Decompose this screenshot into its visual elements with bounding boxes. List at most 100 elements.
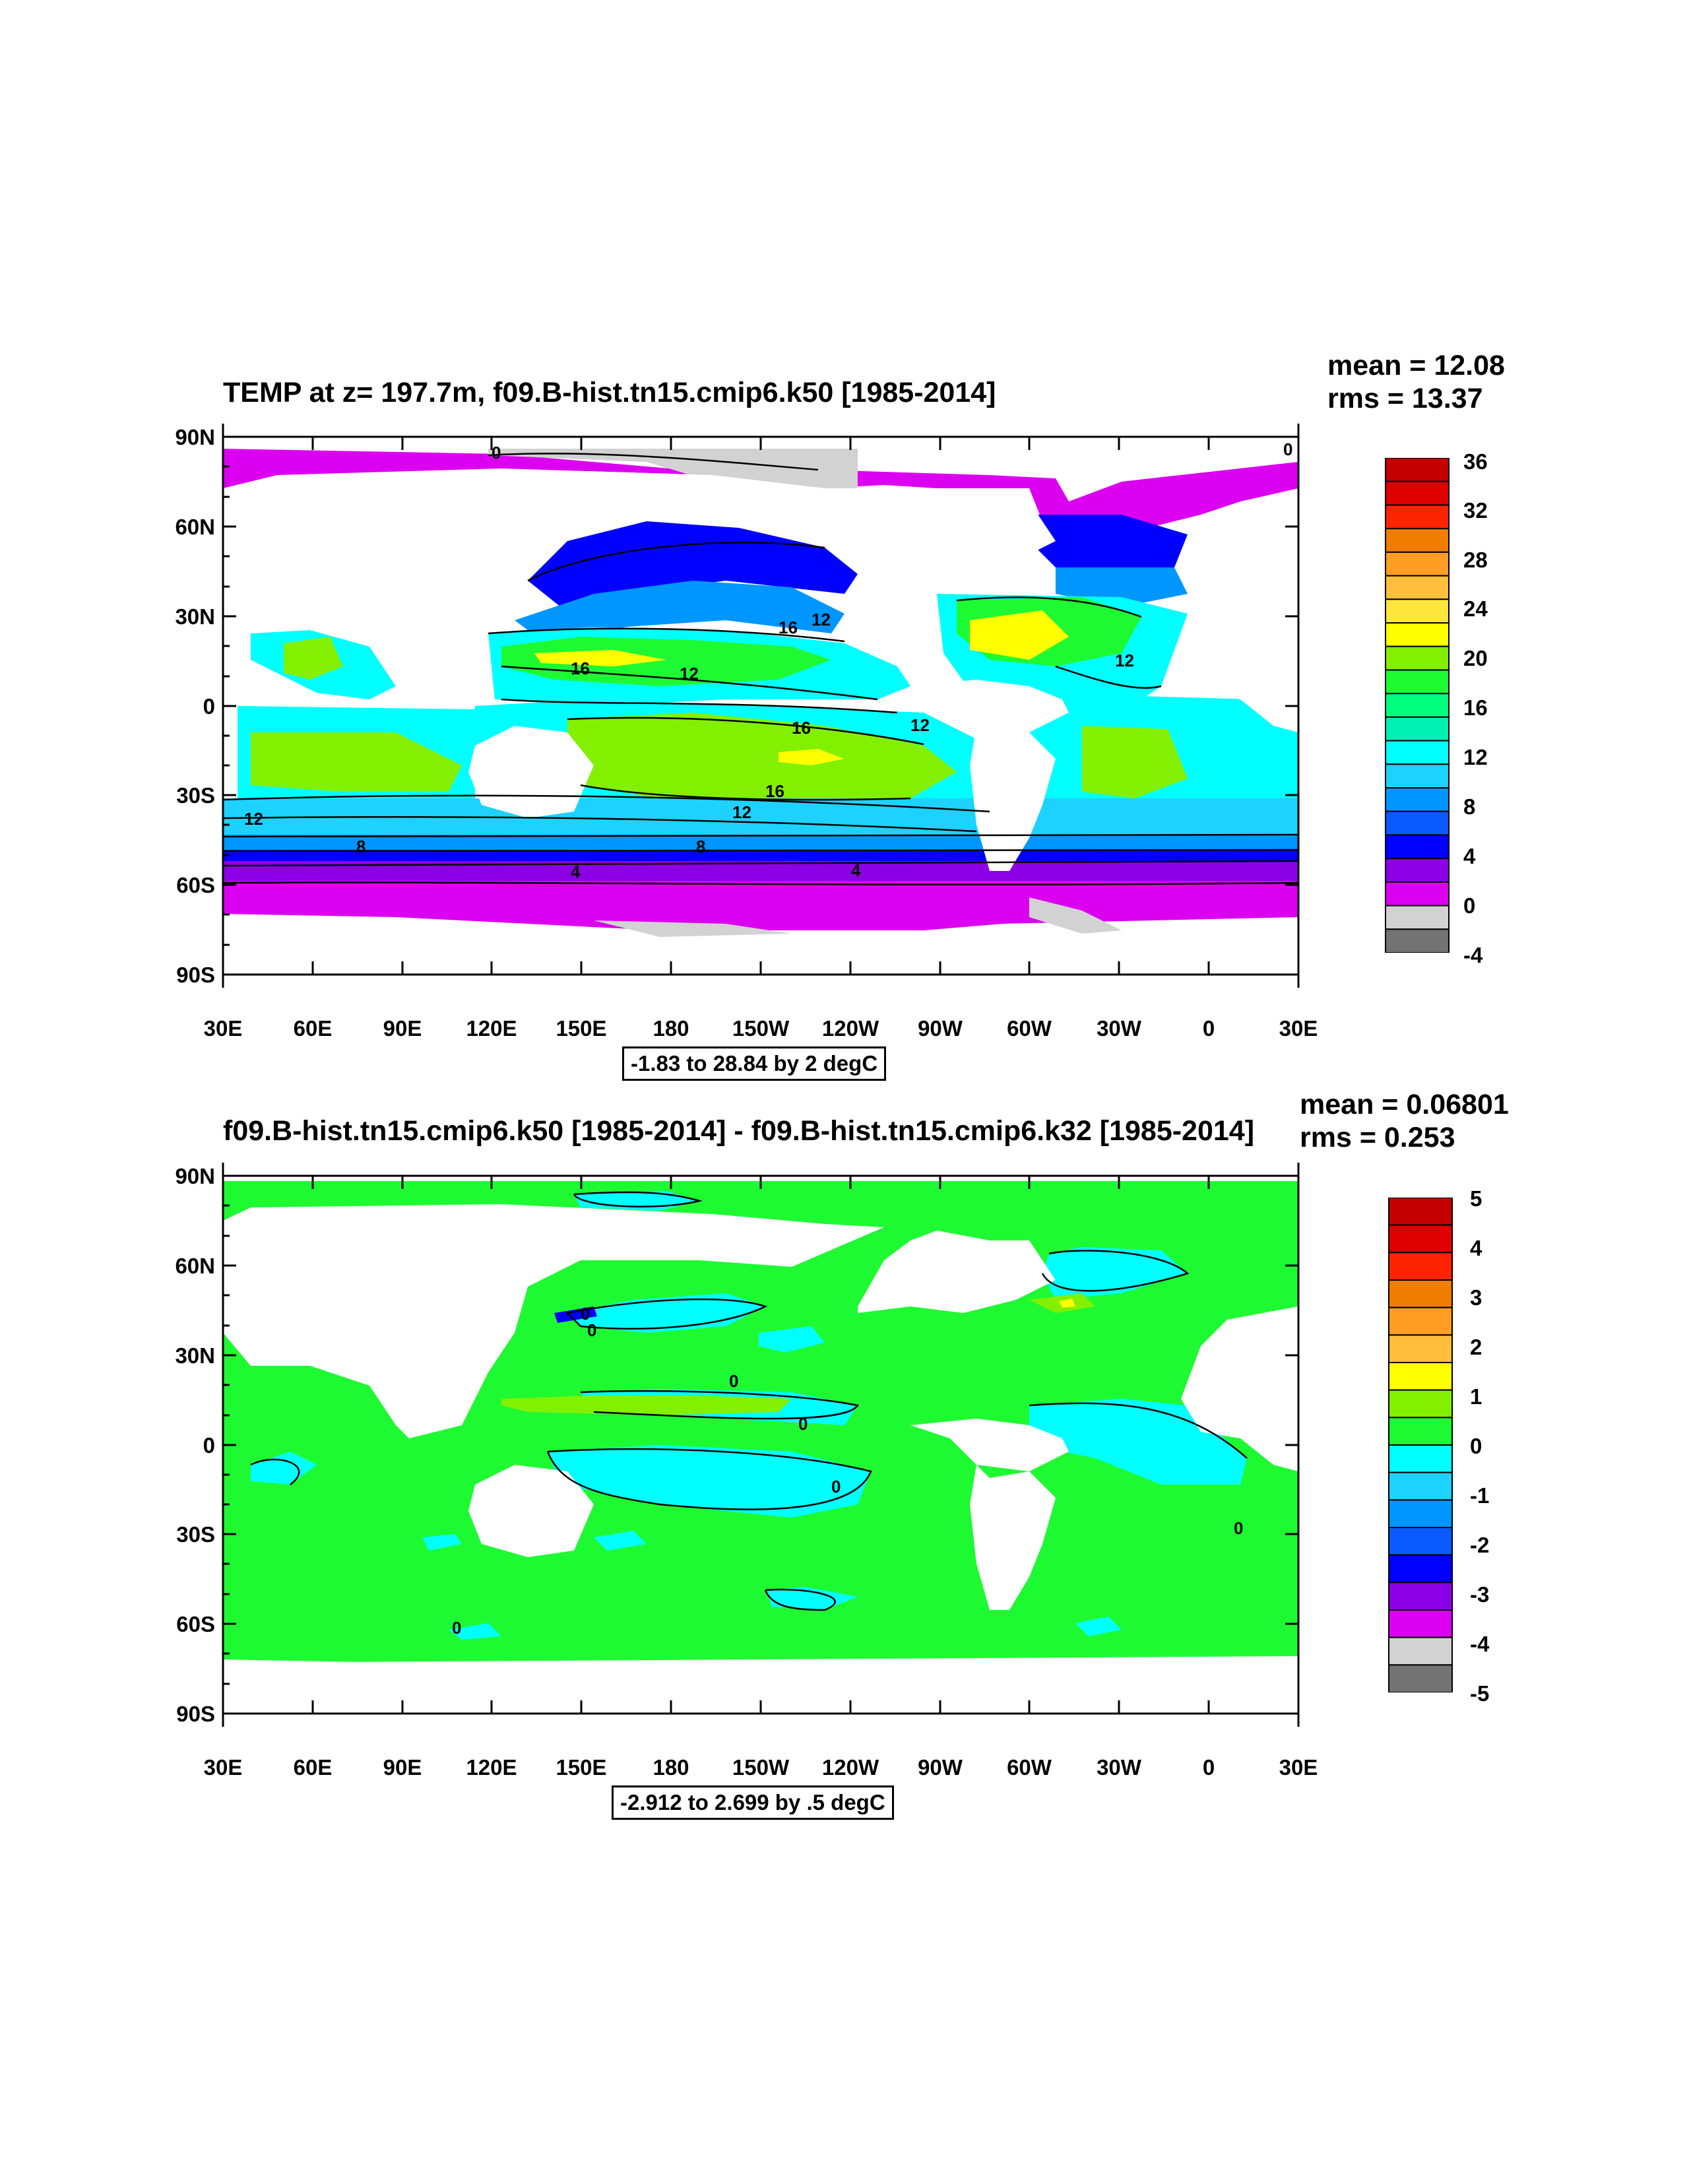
colorbar-label: 20 <box>1463 646 1488 670</box>
lon-label: 30E <box>203 1016 243 1041</box>
panel-title: f09.B-hist.tn15.cmip6.k50 [1985-2014] - … <box>223 1115 1255 1147</box>
lon-label: 30E <box>1279 1755 1318 1780</box>
lat-label: 60N <box>175 515 215 539</box>
colorbar-swatch <box>1385 881 1450 907</box>
contour-lines <box>223 453 1298 885</box>
land-mask <box>223 1204 884 1438</box>
north-pacific-warm <box>501 637 831 686</box>
contour-label-group: 0 0 0 0 0 0 0 <box>452 1304 1243 1638</box>
mean-stat: mean = 0.06801 <box>1300 1089 1509 1120</box>
contour-label: 4 <box>851 860 861 880</box>
colorbar-swatch <box>1385 928 1450 953</box>
colorbar-swatch <box>1385 740 1450 765</box>
southern-ocean-2 <box>223 861 1298 884</box>
colorbar-swatch <box>1388 1417 1453 1446</box>
contour-label: 12 <box>812 610 831 629</box>
contour-label: 12 <box>732 802 751 822</box>
colorbar-swatch <box>1385 528 1450 553</box>
negative-anomaly <box>1042 1247 1188 1300</box>
colorbar-label: 8 <box>1463 794 1476 819</box>
south-atlantic-gyre <box>1082 726 1188 798</box>
axis-ticks <box>222 424 1300 988</box>
north-pacific-core <box>534 650 666 666</box>
colorbar-label: -3 <box>1470 1582 1490 1607</box>
lon-label: 150W <box>732 1016 790 1041</box>
colorbar-label: 16 <box>1463 695 1488 720</box>
colorbar-swatch <box>1388 1636 1453 1666</box>
colorbar-label: 12 <box>1463 745 1488 769</box>
arabian-warm <box>284 637 343 680</box>
lat-label: 60N <box>175 1254 215 1278</box>
positive-anomaly <box>501 1396 792 1415</box>
lat-label: 90S <box>176 1702 215 1726</box>
arctic-ice-region <box>488 449 858 490</box>
colorbar-swatch <box>1385 858 1450 883</box>
lat-label: 0 <box>203 694 215 719</box>
lon-label: 150E <box>556 1016 607 1041</box>
land-mask <box>223 468 884 699</box>
africa-europe-land <box>1181 1306 1298 1471</box>
colorbar-swatch <box>1388 1444 1453 1473</box>
colorbar-swatch <box>1388 1609 1453 1638</box>
lon-label: 60E <box>293 1016 333 1041</box>
temperature-map: 0 0 16 12 16 12 16 12 16 12 12 12 8 8 4 … <box>222 424 1300 988</box>
colorbar-label: 32 <box>1463 498 1488 523</box>
southern-ocean-4 <box>223 850 1298 864</box>
colorbar-label: 24 <box>1463 596 1488 621</box>
colorbar-swatch <box>1385 622 1450 647</box>
colorbar-swatch <box>1385 834 1450 860</box>
colorbar-label: 5 <box>1470 1186 1482 1211</box>
lat-label: 30S <box>176 1522 215 1547</box>
colorbar-label: 36 <box>1463 449 1488 474</box>
colorbar-swatch <box>1388 1306 1453 1336</box>
arctic-ocean-region <box>223 449 1298 534</box>
lon-label: 30E <box>1279 1016 1318 1041</box>
south-pacific-core <box>779 749 844 765</box>
lon-label: 90E <box>383 1016 422 1041</box>
contour-label: 4 <box>571 862 581 882</box>
colorbar-label: 0 <box>1463 893 1476 918</box>
southern-ocean-12 <box>223 798 1298 838</box>
colorbar-swatch <box>1385 763 1450 788</box>
colorbar-swatch <box>1385 480 1450 506</box>
colorbar-swatch <box>1388 1664 1453 1692</box>
colorbar-label: 2 <box>1470 1335 1482 1359</box>
lon-label: 120E <box>466 1016 517 1041</box>
south-pacific-gyre <box>567 713 957 802</box>
lon-label: 60W <box>1007 1755 1052 1780</box>
colorbar-label: 3 <box>1470 1285 1482 1310</box>
north-pacific-mid <box>515 581 844 640</box>
lat-label: 60S <box>176 873 215 897</box>
lon-label: 120W <box>821 1755 879 1780</box>
contour-lines <box>250 1191 1248 1611</box>
contour-label: 16 <box>765 781 784 801</box>
negative-anomaly <box>449 1587 1122 1640</box>
colorbar-swatch <box>1385 669 1450 695</box>
lon-label: 120E <box>466 1755 517 1780</box>
temperature-map-panel: TEMP at z= 197.7m, f09.B-hist.tn15.cmip6… <box>175 350 1505 1081</box>
contour-label: 16 <box>792 718 811 738</box>
lat-label: 90N <box>175 1164 215 1188</box>
contour-label: 8 <box>696 837 705 856</box>
contour-label: 16 <box>779 618 798 637</box>
colorbar-swatch <box>1385 551 1450 577</box>
rms-stat: rms = 13.37 <box>1327 383 1483 414</box>
difference-map-panel: f09.B-hist.tn15.cmip6.k50 [1985-2014] - … <box>0 1089 1689 1880</box>
southern-ocean-8 <box>223 835 1298 851</box>
colorbar-swatch <box>1388 1198 1453 1226</box>
strong-negative-anomaly <box>554 1306 597 1323</box>
negative-anomaly <box>548 1445 871 1518</box>
mean-stat: mean = 12.08 <box>1327 350 1505 381</box>
colorbar-label: -2 <box>1470 1533 1490 1557</box>
colorbar-swatch <box>1388 1527 1453 1556</box>
colorbar <box>1388 1198 1453 1692</box>
contour-label-group: 0 0 16 12 16 12 16 12 16 12 12 12 8 8 4 … <box>244 439 1292 882</box>
americas-land <box>858 1231 1069 1610</box>
lon-label: 30W <box>1097 1755 1141 1780</box>
colorbar-swatch <box>1388 1252 1453 1281</box>
lon-label: 60E <box>293 1755 333 1780</box>
contour-label: 0 <box>831 1477 841 1496</box>
colorbar-label: -5 <box>1470 1681 1490 1706</box>
colorbar-swatch <box>1388 1582 1453 1611</box>
colorbar-swatch <box>1385 645 1450 671</box>
